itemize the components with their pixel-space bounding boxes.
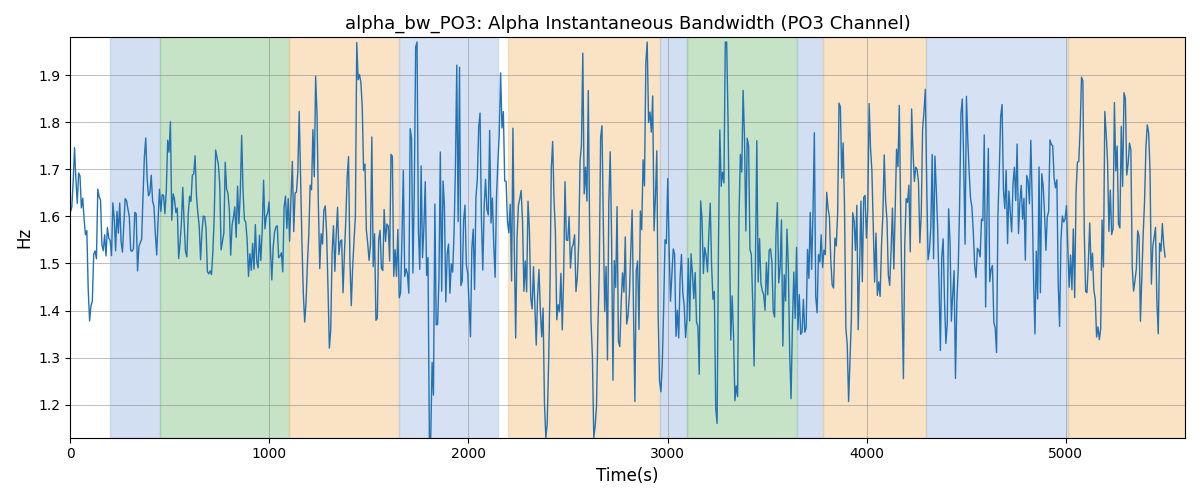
Bar [509,38,660,438]
Bar [398,38,498,438]
Bar [160,38,289,438]
Bar [110,38,160,438]
Bar [926,38,1068,438]
Bar [797,38,823,438]
Bar [1068,38,1186,438]
Y-axis label: Hz: Hz [14,227,32,248]
Bar [823,38,926,438]
Bar [289,38,398,438]
Bar [660,38,688,438]
Bar [688,38,797,438]
X-axis label: Time(s): Time(s) [596,467,659,485]
Title: alpha_bw_PO3: Alpha Instantaneous Bandwidth (PO3 Channel): alpha_bw_PO3: Alpha Instantaneous Bandwi… [344,15,911,34]
